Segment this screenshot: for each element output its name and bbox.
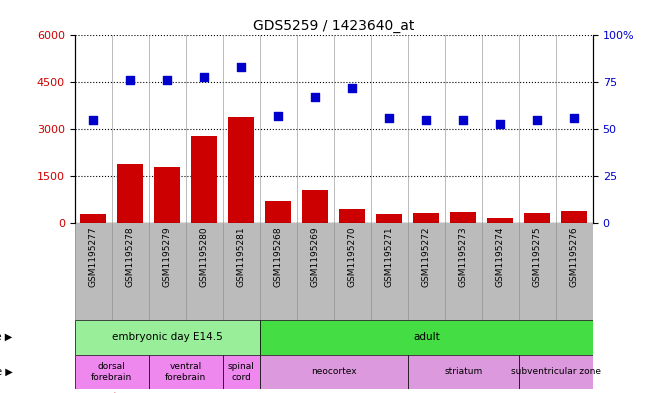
Text: GSM1195271: GSM1195271 xyxy=(385,226,394,287)
Text: ■ count: ■ count xyxy=(75,392,117,393)
Point xyxy=(125,77,135,84)
Text: GSM1195281: GSM1195281 xyxy=(237,226,246,287)
Point xyxy=(88,117,98,123)
Text: dorsal
forebrain: dorsal forebrain xyxy=(91,362,132,382)
Bar xyxy=(80,214,106,223)
Text: GSM1195279: GSM1195279 xyxy=(163,226,172,287)
Point xyxy=(495,121,505,127)
Bar xyxy=(154,167,180,223)
Point xyxy=(421,117,432,123)
Text: GSM1195274: GSM1195274 xyxy=(496,226,505,286)
Bar xyxy=(413,213,439,223)
Text: GSM1195273: GSM1195273 xyxy=(459,226,468,287)
Bar xyxy=(340,209,365,223)
Bar xyxy=(487,218,513,223)
Point xyxy=(347,85,358,91)
Text: development stage ▶: development stage ▶ xyxy=(0,332,12,342)
Point xyxy=(236,64,246,70)
Bar xyxy=(376,215,402,223)
Bar xyxy=(191,136,217,223)
Bar xyxy=(524,213,550,223)
Text: GSM1195272: GSM1195272 xyxy=(422,226,431,286)
Point xyxy=(273,113,283,119)
Text: GSM1195269: GSM1195269 xyxy=(310,226,319,287)
Text: embryonic day E14.5: embryonic day E14.5 xyxy=(111,332,222,342)
Text: tissue ▶: tissue ▶ xyxy=(0,367,12,377)
Text: GSM1195268: GSM1195268 xyxy=(273,226,283,287)
Bar xyxy=(260,320,593,354)
Point xyxy=(458,117,469,123)
Bar xyxy=(302,190,328,223)
Bar xyxy=(75,354,148,389)
Text: GSM1195278: GSM1195278 xyxy=(126,226,135,287)
Point xyxy=(310,94,320,101)
Text: subventricular zone: subventricular zone xyxy=(511,367,601,376)
Bar xyxy=(519,354,593,389)
Text: GSM1195275: GSM1195275 xyxy=(533,226,542,287)
Bar xyxy=(228,117,254,223)
Bar xyxy=(117,164,143,223)
Bar xyxy=(260,354,408,389)
Point xyxy=(532,117,542,123)
Bar xyxy=(265,201,291,223)
Text: ventral
forebrain: ventral forebrain xyxy=(165,362,206,382)
Point xyxy=(384,115,395,121)
Bar xyxy=(561,211,587,223)
Text: GSM1195277: GSM1195277 xyxy=(89,226,98,287)
Title: GDS5259 / 1423640_at: GDS5259 / 1423640_at xyxy=(253,19,415,33)
Point xyxy=(199,73,209,80)
Point xyxy=(162,77,172,84)
Text: GSM1195280: GSM1195280 xyxy=(200,226,209,287)
Point xyxy=(569,115,579,121)
Text: striatum: striatum xyxy=(444,367,483,376)
Bar xyxy=(75,320,260,354)
Text: GSM1195276: GSM1195276 xyxy=(570,226,579,287)
Bar xyxy=(450,212,476,223)
Text: spinal
cord: spinal cord xyxy=(227,362,255,382)
Bar xyxy=(223,354,260,389)
Text: adult: adult xyxy=(413,332,439,342)
Bar xyxy=(408,354,519,389)
Bar xyxy=(148,354,223,389)
Text: neocortex: neocortex xyxy=(311,367,356,376)
Text: GSM1195270: GSM1195270 xyxy=(348,226,357,287)
